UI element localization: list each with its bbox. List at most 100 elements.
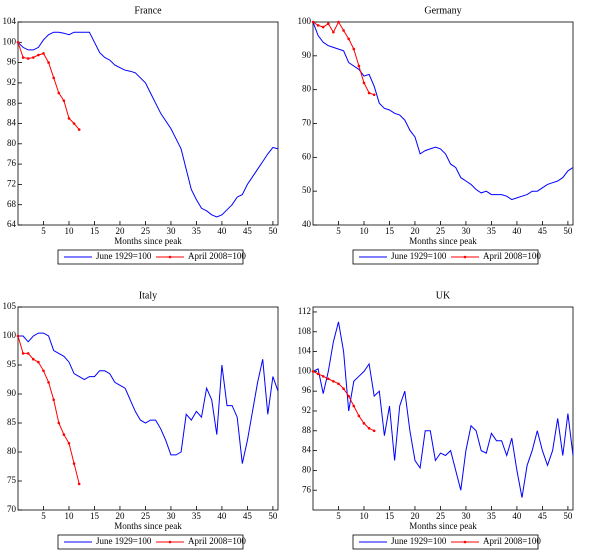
series-marker <box>352 404 356 408</box>
legend-marker <box>463 540 467 544</box>
series-marker <box>52 398 55 402</box>
series-line <box>312 370 375 432</box>
chart-title: UK <box>436 290 451 301</box>
series-marker <box>37 53 40 57</box>
series-marker <box>72 462 76 465</box>
y-tick-label: 70 <box>7 504 17 514</box>
legend-label: June 1929=100 <box>391 251 447 261</box>
series-marker <box>62 99 66 102</box>
x-tick-label: 45 <box>538 226 548 236</box>
series-marker <box>21 56 25 59</box>
y-tick-label: 100 <box>298 16 312 26</box>
legend-label: June 1929=100 <box>96 251 152 261</box>
y-tick-label: 80 <box>7 446 17 456</box>
x-tick-label: 30 <box>461 511 471 521</box>
series-marker <box>326 377 330 381</box>
legend-box <box>352 534 539 550</box>
chart-title: Germany <box>424 5 461 16</box>
series-marker <box>37 360 40 364</box>
y-tick-label: 80 <box>7 138 17 148</box>
series-line <box>312 321 574 498</box>
series-marker <box>47 381 50 384</box>
series-marker <box>332 379 335 383</box>
x-tick-label: 50 <box>268 511 278 521</box>
series-marker <box>72 122 76 125</box>
y-tick-label: 68 <box>7 199 17 209</box>
series-line <box>17 31 279 218</box>
y-tick-label: 108 <box>298 326 312 336</box>
y-tick-label: 95 <box>7 359 17 369</box>
legend-label: April 2008=100 <box>188 251 246 261</box>
x-tick-label: 15 <box>90 226 100 236</box>
legend-marker <box>168 540 172 544</box>
series-marker <box>342 387 345 390</box>
series-marker <box>367 427 371 430</box>
series-marker <box>357 64 361 68</box>
x-tick-label: 20 <box>115 226 125 236</box>
x-tick-label: 15 <box>385 226 395 236</box>
series-marker <box>326 22 330 25</box>
y-tick-label: 60 <box>302 151 312 161</box>
legend-label: June 1929=100 <box>96 536 152 546</box>
x-tick-label: 50 <box>268 226 278 236</box>
series-marker <box>321 375 325 378</box>
x-tick-label: 35 <box>192 511 202 521</box>
y-tick-label: 70 <box>302 118 312 128</box>
plot-frame <box>17 21 279 226</box>
x-tick-label: 35 <box>487 226 497 236</box>
x-tick-label: 45 <box>538 511 548 521</box>
y-tick-label: 90 <box>302 50 312 60</box>
x-axis-label: Months since peak <box>409 521 477 531</box>
x-tick-label: 15 <box>90 511 100 521</box>
x-tick-label: 50 <box>563 511 573 521</box>
series-marker <box>57 421 61 425</box>
y-tick-label: 100 <box>298 365 312 375</box>
series-marker <box>42 369 45 373</box>
series-marker <box>321 25 325 29</box>
series-marker <box>31 56 35 59</box>
series-marker <box>47 61 50 64</box>
x-tick-label: 25 <box>436 511 446 521</box>
x-axis-label: Months since peak <box>114 236 182 246</box>
y-tick-label: 112 <box>298 306 311 316</box>
x-tick-label: 25 <box>141 511 151 521</box>
chart-title: France <box>134 5 162 16</box>
y-tick-label: 104 <box>3 16 17 26</box>
series-marker <box>31 357 35 361</box>
series-line <box>17 42 80 130</box>
series-marker <box>21 352 25 355</box>
series-marker <box>367 91 371 95</box>
chart-title: Italy <box>139 290 157 301</box>
y-tick-label: 76 <box>302 484 312 494</box>
series-marker <box>311 370 315 373</box>
series-marker <box>316 24 320 27</box>
legend-label: April 2008=100 <box>188 536 246 546</box>
x-tick-label: 25 <box>141 226 151 236</box>
y-tick-label: 84 <box>7 118 17 128</box>
series-marker <box>67 442 71 445</box>
series-marker <box>347 394 350 398</box>
legend-marker <box>168 255 172 259</box>
legend-box <box>352 249 539 265</box>
y-tick-label: 96 <box>302 385 312 395</box>
series-marker <box>332 30 335 34</box>
y-tick-label: 84 <box>302 445 312 455</box>
series-line <box>17 335 80 485</box>
y-tick-label: 40 <box>302 219 312 229</box>
y-tick-label: 80 <box>302 84 312 94</box>
plot-frame <box>312 21 574 226</box>
x-tick-label: 20 <box>410 226 420 236</box>
series-marker <box>311 20 315 24</box>
y-tick-label: 50 <box>302 185 312 195</box>
x-tick-label: 20 <box>115 511 125 521</box>
y-tick-label: 104 <box>298 346 312 356</box>
series-marker <box>26 57 30 60</box>
x-tick-label: 45 <box>243 511 253 521</box>
legend-marker <box>463 255 467 259</box>
y-tick-label: 88 <box>302 425 312 435</box>
series-marker <box>342 29 345 32</box>
series-marker <box>62 433 66 436</box>
x-tick-label: 40 <box>512 226 522 236</box>
x-tick-label: 35 <box>192 226 202 236</box>
